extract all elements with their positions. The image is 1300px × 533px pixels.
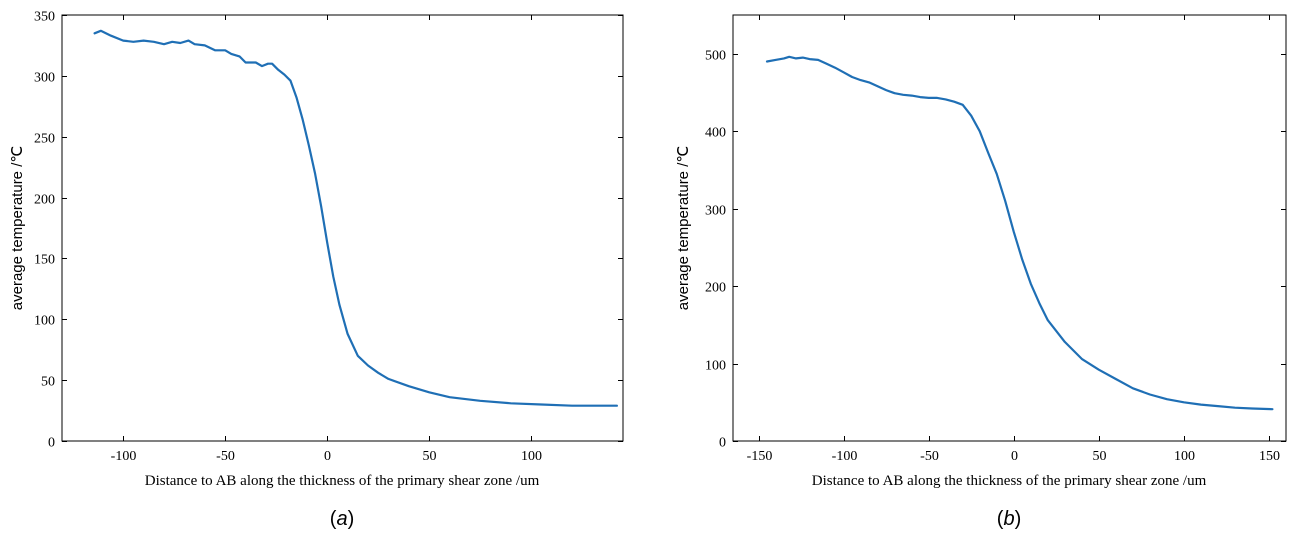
y-tick-label: 250	[34, 132, 55, 147]
x-tick-label: 100	[521, 449, 542, 464]
chart-panel-a: -100 -50 0 50 100 0 50 100 150 200 250 300 350 Dista…	[9, 10, 624, 530]
x-tick-label: 0	[324, 449, 331, 464]
chart-panel-b: -150 -100 -50 0 50 100 150 0 100 200 300 400 500 Dis…	[675, 14, 1287, 530]
y-tick-label: 300	[705, 204, 726, 219]
x-tick-label: -50	[216, 449, 235, 464]
tick-marks	[733, 15, 1286, 442]
y-tick-label: 300	[34, 71, 55, 86]
y-tick-label: 500	[705, 49, 726, 64]
y-tick-label: 50	[41, 375, 55, 390]
panel-caption: (b)	[997, 508, 1021, 530]
x-tick-label: 100	[1174, 449, 1195, 464]
tick-labels: -100 -50 0 50 100 0 50 100 150 200 250 300 350	[34, 10, 542, 465]
plot-frame	[732, 14, 1287, 442]
plot-frame	[61, 14, 624, 442]
y-tick-label: 400	[705, 126, 726, 141]
y-tick-label: 200	[705, 281, 726, 296]
y-tick-label: 100	[705, 359, 726, 374]
x-axis-label: Distance to AB along the thickness of th…	[812, 473, 1207, 489]
x-tick-label: -100	[832, 449, 858, 464]
tick-marks	[62, 15, 623, 442]
panel-caption: (a)	[330, 508, 354, 530]
temperature-series-line	[93, 29, 618, 407]
y-tick-label: 0	[719, 436, 726, 451]
x-tick-label: -150	[747, 449, 773, 464]
x-tick-label: 150	[1259, 449, 1280, 464]
x-tick-label: 0	[1011, 449, 1018, 464]
y-tick-label: 150	[34, 253, 55, 268]
x-tick-label: 50	[423, 449, 437, 464]
x-axis-label: Distance to AB along the thickness of th…	[145, 473, 540, 489]
tick-labels: -150 -100 -50 0 50 100 150 0 100 200 300 400 500	[705, 49, 1280, 465]
x-tick-label: -100	[111, 449, 137, 464]
x-tick-label: 50	[1093, 449, 1107, 464]
temperature-series-line	[765, 55, 1274, 411]
y-axis-label: average temperature /℃	[9, 146, 26, 310]
y-tick-label: 200	[34, 193, 55, 208]
y-tick-label: 100	[34, 314, 55, 329]
y-tick-label: 0	[48, 436, 55, 451]
x-tick-label: -50	[920, 449, 939, 464]
y-axis-label: average temperature /℃	[675, 146, 692, 310]
y-tick-label: 350	[34, 10, 55, 25]
